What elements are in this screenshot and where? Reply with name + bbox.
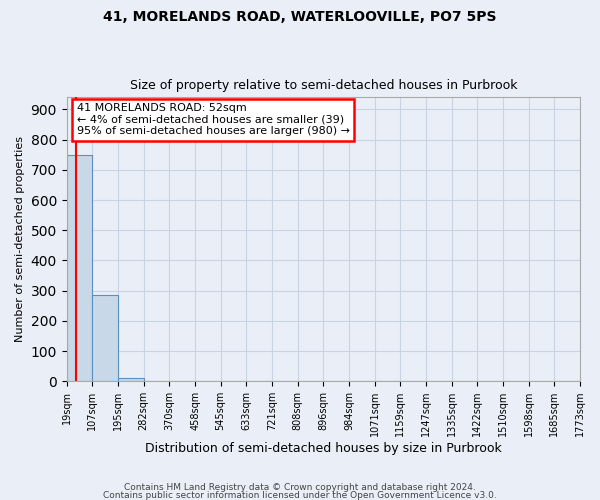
Text: 41 MORELANDS ROAD: 52sqm
← 4% of semi-detached houses are smaller (39)
95% of se: 41 MORELANDS ROAD: 52sqm ← 4% of semi-de… xyxy=(77,103,350,136)
Text: Contains public sector information licensed under the Open Government Licence v3: Contains public sector information licen… xyxy=(103,490,497,500)
Text: Contains HM Land Registry data © Crown copyright and database right 2024.: Contains HM Land Registry data © Crown c… xyxy=(124,484,476,492)
Y-axis label: Number of semi-detached properties: Number of semi-detached properties xyxy=(15,136,25,342)
Bar xyxy=(67,154,92,381)
Bar xyxy=(92,295,118,381)
X-axis label: Distribution of semi-detached houses by size in Purbrook: Distribution of semi-detached houses by … xyxy=(145,442,502,455)
Bar xyxy=(118,378,143,381)
Text: 41, MORELANDS ROAD, WATERLOOVILLE, PO7 5PS: 41, MORELANDS ROAD, WATERLOOVILLE, PO7 5… xyxy=(103,10,497,24)
Title: Size of property relative to semi-detached houses in Purbrook: Size of property relative to semi-detach… xyxy=(130,79,517,92)
